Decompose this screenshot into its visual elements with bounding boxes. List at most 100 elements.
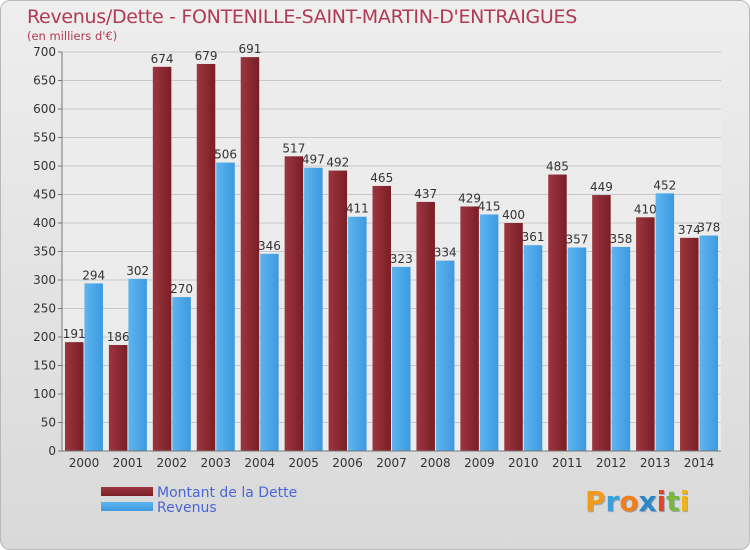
bar-dette-2008: [416, 201, 435, 451]
logo-letter: o: [619, 485, 639, 518]
bar-revenus-2005: [304, 167, 323, 451]
bar-dette-2002: [152, 66, 172, 451]
data-label-dette-2003: 679: [195, 49, 218, 63]
y-tick-label: 0: [48, 444, 56, 458]
y-tick-label: 250: [33, 302, 56, 316]
data-label-revenus-2007: 323: [390, 252, 413, 266]
data-label-revenus-2009: 415: [478, 199, 501, 213]
y-tick-label: 400: [33, 216, 56, 230]
bar-dette-2013: [636, 217, 655, 451]
bar-revenus-2003: [216, 162, 235, 451]
bar-revenus-2008: [435, 260, 455, 451]
logo-letter: i: [679, 485, 690, 518]
bar-revenus-2014: [699, 235, 719, 451]
x-tick-label: 2000: [69, 456, 100, 470]
bar-dette-2009: [460, 206, 479, 451]
x-tick-label: 2012: [596, 456, 627, 470]
y-tick-label: 700: [33, 45, 56, 59]
y-tick-label: 550: [33, 131, 56, 145]
data-label-revenus-2014: 378: [697, 221, 720, 235]
x-tick-label: 2010: [508, 456, 539, 470]
data-label-revenus-2000: 294: [82, 268, 105, 282]
x-tick-label: 2001: [113, 456, 144, 470]
y-tick-label: 200: [33, 330, 56, 344]
x-tick-label: 2006: [332, 456, 363, 470]
bar-revenus-2000: [84, 283, 103, 451]
data-label-dette-2013: 410: [634, 202, 657, 216]
data-label-dette-2011: 485: [546, 160, 569, 174]
x-tick-label: 2008: [420, 456, 451, 470]
y-tick-label: 650: [33, 74, 56, 88]
bar-dette-2000: [64, 342, 84, 451]
bar-revenus-2009: [479, 214, 499, 451]
x-tick-label: 2009: [464, 456, 495, 470]
logo-letter: x: [638, 485, 657, 518]
x-tick-label: 2003: [200, 456, 231, 470]
data-label-dette-2008: 437: [414, 187, 437, 201]
bar-dette-2011: [548, 174, 567, 452]
bar-revenus-2012: [611, 246, 631, 451]
legend-label-dette: Montant de la Dette: [157, 485, 298, 501]
x-tick-label: 2005: [288, 456, 319, 470]
data-label-dette-2002: 674: [151, 52, 174, 66]
data-label-revenus-2008: 334: [434, 246, 457, 260]
bar-dette-2010: [504, 223, 523, 451]
data-label-revenus-2011: 357: [566, 233, 589, 247]
data-label-dette-2009: 429: [458, 191, 481, 205]
x-tick-label: 2004: [244, 456, 275, 470]
data-label-dette-2010: 400: [502, 208, 525, 222]
legend-label-revenus: Revenus: [157, 500, 217, 516]
data-label-dette-2006: 492: [326, 156, 349, 170]
x-tick-label: 2002: [157, 456, 188, 470]
data-label-revenus-2002: 270: [170, 282, 193, 296]
data-label-revenus-2003: 506: [214, 148, 237, 162]
logo-letter: i: [656, 485, 667, 518]
data-label-revenus-2013: 452: [653, 178, 676, 192]
bar-dette-2005: [284, 156, 304, 451]
x-tick-label: 2007: [376, 456, 407, 470]
data-label-revenus-2001: 302: [126, 264, 149, 278]
y-tick-label: 150: [33, 359, 56, 373]
legend-swatch-revenus: [101, 502, 153, 511]
y-tick-label: 300: [33, 273, 56, 287]
bar-dette-2012: [592, 195, 611, 451]
data-label-dette-2001: 186: [107, 330, 130, 344]
bar-revenus-2010: [523, 245, 543, 451]
chart-subtitle: (en milliers d'€): [27, 29, 118, 43]
bar-revenus-2004: [260, 253, 279, 451]
data-label-dette-2012: 449: [590, 180, 613, 194]
bar-dette-2006: [328, 170, 348, 451]
proxiti-logo: Proxiti: [585, 485, 689, 518]
bar-dette-2001: [108, 344, 128, 451]
bar-revenus-2001: [128, 278, 147, 451]
data-label-dette-2007: 465: [370, 171, 393, 185]
y-tick-label: 600: [33, 102, 56, 116]
bar-dette-2014: [680, 237, 699, 451]
legend-swatch-dette: [101, 487, 153, 496]
data-label-revenus-2005: 497: [302, 153, 325, 167]
chart-title: Revenus/Dette - FONTENILLE-SAINT-MARTIN-…: [27, 6, 577, 28]
bar-dette-2004: [240, 57, 260, 451]
bar-revenus-2002: [172, 297, 191, 451]
logo-letter: r: [605, 485, 620, 518]
data-label-dette-2014: 374: [678, 223, 701, 237]
x-tick-label: 2011: [552, 456, 583, 470]
bar-revenus-2013: [655, 193, 675, 452]
logo-letter: t: [666, 485, 680, 518]
logo-letter: P: [585, 485, 606, 518]
bar-dette-2003: [196, 63, 216, 451]
y-tick-label: 350: [33, 245, 56, 259]
data-label-dette-2000: 191: [63, 327, 86, 341]
x-tick-label: 2013: [640, 456, 671, 470]
data-label-revenus-2004: 346: [258, 239, 281, 253]
y-tick-label: 450: [33, 188, 56, 202]
data-label-revenus-2006: 411: [346, 202, 369, 216]
data-label-revenus-2010: 361: [522, 230, 545, 244]
data-label-dette-2005: 517: [282, 141, 305, 155]
x-tick-label: 2014: [684, 456, 715, 470]
data-label-dette-2004: 691: [238, 42, 261, 56]
bar-revenus-2011: [567, 247, 587, 451]
y-tick-label: 100: [33, 387, 56, 401]
